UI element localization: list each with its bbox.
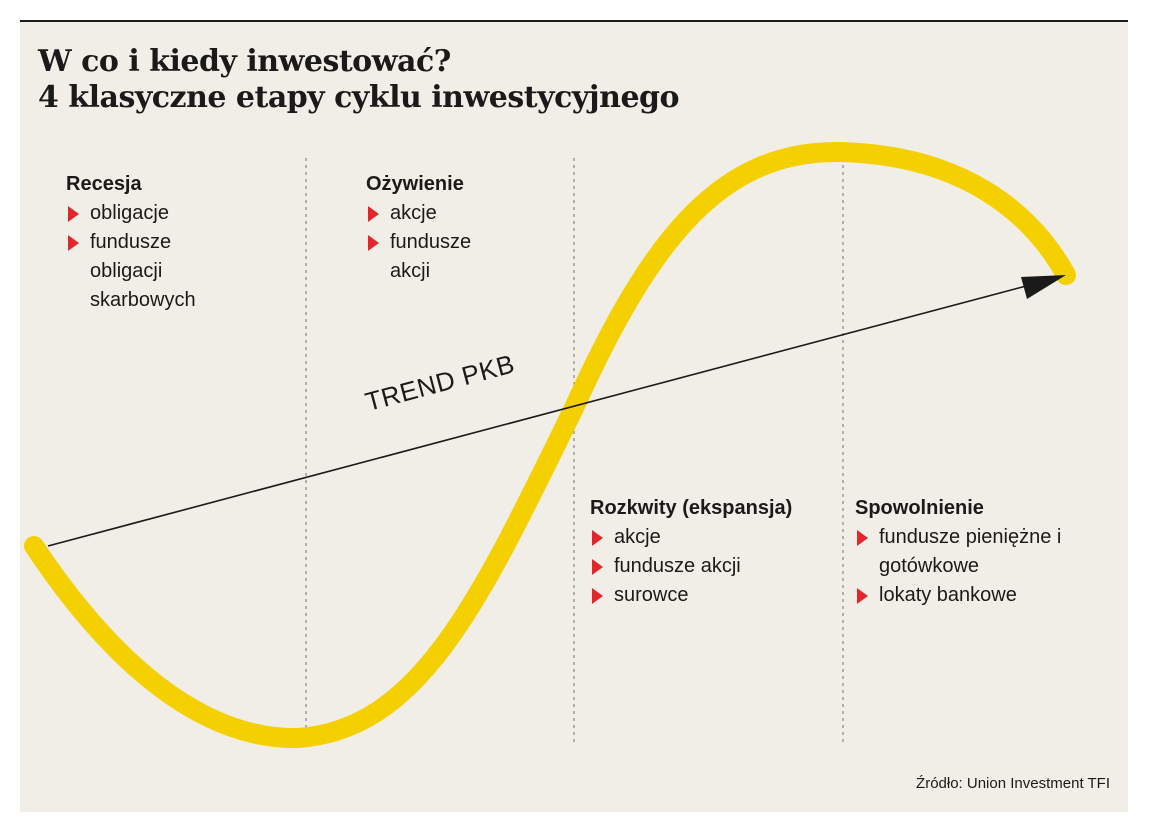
list-item: fundusze pieniężne i gotówkowe	[855, 523, 1109, 581]
red-triangle-bullet-icon	[857, 530, 868, 546]
arrow-head-icon	[1021, 275, 1066, 299]
red-triangle-bullet-icon	[368, 206, 379, 222]
red-triangle-bullet-icon	[857, 588, 868, 604]
stage-heading: Ożywienie	[366, 173, 464, 195]
red-triangle-bullet-icon	[592, 530, 603, 546]
title-line-2: 4 klasyczne etapy cyklu inwestycyjnego	[38, 80, 680, 115]
red-triangle-bullet-icon	[368, 235, 379, 251]
red-triangle-bullet-icon	[68, 235, 79, 251]
list-item-label: akcje	[390, 202, 437, 224]
stage-slowdown: Spowolnienie fundusze pieniężne i gotówk…	[855, 494, 1109, 610]
business-cycle-curve	[24, 141, 1076, 749]
list-item-label: akcje	[614, 526, 661, 548]
list-item: obligacje	[66, 199, 230, 228]
source-note: Źródło: Union Investment TFI	[916, 775, 1110, 792]
list-item-label: lokaty bankowe	[879, 584, 1017, 606]
stage-recovery: Ożywienie akcje fundusze akcji	[366, 170, 500, 286]
list-item-label: surowce	[614, 584, 689, 606]
gdp-trend-line	[47, 284, 1031, 547]
list-item-label: obligacje	[90, 202, 169, 224]
red-triangle-bullet-icon	[592, 588, 603, 604]
list-item-label: fundusze akcji	[390, 231, 472, 282]
red-triangle-bullet-icon	[592, 559, 603, 575]
list-item: surowce	[590, 581, 792, 610]
infographic-title: W co i kiedy inwestować? 4 klasyczne eta…	[38, 44, 680, 116]
list-item-label: fundusze obligacji skarbowych	[90, 231, 196, 311]
list-item: fundusze akcji	[366, 228, 500, 286]
list-item-label: fundusze pieniężne i gotówkowe	[879, 526, 1062, 577]
title-line-1: W co i kiedy inwestować?	[38, 44, 451, 79]
red-triangle-bullet-icon	[68, 206, 79, 222]
stage-recession: Recesja obligacje fundusze obligacji ska…	[66, 170, 230, 315]
stage-expansion: Rozkwity (ekspansja) akcje fundusze akcj…	[590, 494, 792, 610]
list-item: akcje	[590, 523, 792, 552]
stage-heading: Rozkwity (ekspansja)	[590, 497, 793, 519]
list-item: fundusze obligacji skarbowych	[66, 228, 230, 315]
list-item-label: fundusze akcji	[614, 555, 741, 577]
stage-heading: Spowolnienie	[855, 497, 984, 519]
list-item: lokaty bankowe	[855, 581, 1109, 610]
list-item: akcje	[366, 199, 500, 228]
stage-heading: Recesja	[66, 173, 142, 195]
list-item: fundusze akcji	[590, 552, 792, 581]
